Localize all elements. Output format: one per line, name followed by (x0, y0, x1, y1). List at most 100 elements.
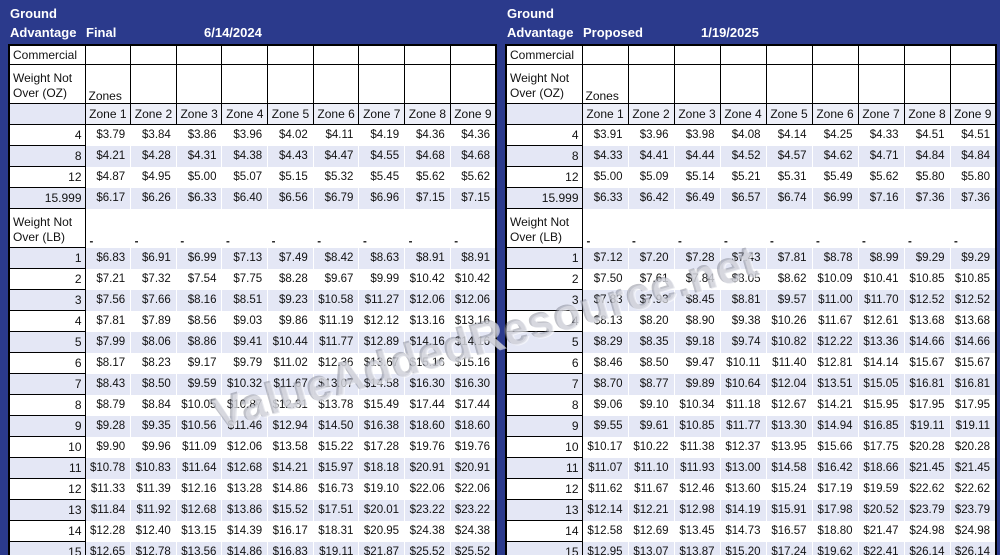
empty-cell (765, 44, 813, 65)
rate-cell: $15.67 (949, 352, 996, 374)
rate-cell: $6.83 (84, 247, 131, 269)
rate-cell: $10.05 (175, 394, 222, 416)
rate-cell: $16.38 (358, 415, 405, 437)
rate-cell: $9.35 (130, 415, 177, 437)
rate-cell: $10.85 (673, 415, 720, 437)
rate-cell: $8.05 (719, 268, 766, 290)
rate-cell: $12.89 (358, 331, 405, 353)
rate-cell: $5.49 (811, 166, 858, 188)
rate-cell: $9.29 (903, 247, 950, 269)
rate-cell: $11.33 (84, 478, 131, 500)
rate-cell: $13.95 (765, 436, 812, 458)
empty-cell (175, 64, 223, 104)
rate-cell: $7.54 (175, 268, 222, 290)
weight-lb-label: 1 (8, 247, 86, 269)
rate-cell: $6.79 (312, 187, 359, 209)
empty-cell (404, 44, 451, 65)
rate-cell: $12.98 (673, 499, 720, 521)
empty-cell (312, 64, 360, 104)
rate-cell: $4.36 (404, 124, 451, 146)
rate-cell: $8.43 (84, 373, 131, 395)
empty-cell (130, 64, 177, 104)
rate-cell: $13.51 (811, 373, 858, 395)
zone-header-row: Zone 1 Zone 2 Zone 3 Zone 4 Zone 5 Zone 6 Zone… (8, 103, 497, 125)
rate-cell: $12.16 (175, 478, 222, 500)
rate-cell: $6.99 (811, 187, 858, 209)
weight-lb-label: 10 (505, 436, 583, 458)
dash-cell: - (134, 235, 139, 248)
rate-cell: $20.95 (358, 520, 405, 542)
rate-cell: $4.14 (765, 124, 812, 146)
rate-cell: $13.00 (719, 457, 766, 479)
lb-rate-row: 2 $7.50 $7.61 $7.84 $8.05 $8.62 $10.09 $10.41 $1… (505, 268, 996, 290)
weight-lb-label: 9 (505, 415, 583, 437)
rate-cell: $4.52 (719, 145, 766, 167)
rate-cell: $14.58 (358, 373, 405, 395)
rate-cell: $10.56 (175, 415, 222, 437)
rate-cell: $9.23 (267, 289, 314, 311)
rate-cell: $3.84 (130, 124, 177, 146)
rate-cell: $11.77 (312, 331, 359, 353)
rate-cell: $7.84 (673, 268, 720, 290)
table-variant-label: Final (86, 25, 117, 40)
rate-cell: $4.62 (811, 145, 858, 167)
rate-cell: $11.38 (673, 436, 720, 458)
lb-rate-row: 7 $8.43 $8.50 $9.59 $10.32 $11.67 $13.07 $14.58… (8, 373, 496, 395)
rate-cell: $4.51 (949, 124, 996, 146)
rate-cell: $8.50 (627, 352, 674, 374)
empty-cell (449, 64, 497, 104)
rate-cell: $8.42 (312, 247, 359, 269)
rate-cell: $13.16 (449, 310, 496, 332)
empty-cell (903, 64, 951, 104)
rate-cell: $12.06 (404, 289, 451, 311)
zone-column-header: Zone 9 (449, 103, 497, 125)
dash-cell: - (89, 235, 94, 248)
weight-lb-label: 4 (505, 310, 583, 332)
rate-cell: $13.67 (358, 352, 405, 374)
zone-column-header: Zone 8 (404, 103, 451, 125)
rate-cell: $19.62 (811, 541, 858, 555)
rate-cell: $4.87 (84, 166, 131, 188)
rate-cell: $14.21 (267, 457, 314, 479)
rate-cell: $4.19 (358, 124, 405, 146)
rate-cell: $11.77 (719, 415, 766, 437)
rate-cell: $19.10 (358, 478, 405, 500)
rate-cell: $8.91 (449, 247, 496, 269)
zone-column-header: Zone 1 (84, 103, 132, 125)
lb-rate-row: 8 $8.79 $8.84 $10.05 $10.87 $12.31 $13.78 $15.4… (8, 394, 496, 416)
rate-cell: $12.68 (175, 499, 222, 521)
rate-cell: $11.18 (719, 394, 766, 416)
rate-cell: $10.85 (903, 268, 950, 290)
oz-rate-row: 12 $4.87 $4.95 $5.00 $5.07 $5.15 $5.32 $5.45 $5.… (8, 166, 496, 188)
weight-lb-label: 15 (505, 541, 583, 555)
rate-cell: $10.17 (581, 436, 628, 458)
rate-cell: $15.66 (811, 436, 858, 458)
lb-rate-row: 11 $10.78 $10.83 $11.64 $12.68 $14.21 $15.97 $1… (8, 457, 496, 479)
rate-cell: $21.45 (903, 457, 950, 479)
rate-cell: $8.46 (581, 352, 628, 374)
rate-cell: $14.66 (949, 331, 996, 353)
weight-oz-label: 8 (8, 145, 86, 167)
rate-cell: $10.22 (627, 436, 674, 458)
lb-rate-row: 11 $11.07 $11.10 $11.93 $13.00 $14.58 $16.42 $1… (505, 457, 996, 479)
rate-cell: $7.36 (949, 187, 996, 209)
zone-column-header: Zone 4 (719, 103, 767, 125)
zone-column-header: Zone 7 (857, 103, 905, 125)
rate-cell: $19.76 (449, 436, 496, 458)
weight-lb-label: 11 (505, 457, 583, 479)
rate-cell: $14.94 (811, 415, 858, 437)
empty-cell (221, 44, 269, 65)
rate-cell: $17.19 (811, 478, 858, 500)
rate-cell: $23.79 (949, 499, 996, 521)
lb-rate-row: 4 $7.81 $7.89 $8.56 $9.03 $9.86 $11.19 $12.12 $1… (8, 310, 496, 332)
rate-cell: $7.20 (627, 247, 674, 269)
empty-cell (949, 44, 997, 65)
rate-cell: $6.17 (84, 187, 131, 209)
weight-lb-label: 6 (8, 352, 86, 374)
rate-cell: $21.45 (949, 457, 996, 479)
rate-cell: $3.98 (673, 124, 720, 146)
rate-cell: $11.09 (175, 436, 222, 458)
oz-section-label: Weight Not Over (OZ) (8, 64, 86, 104)
oz-rate-row: 12 $5.00 $5.09 $5.14 $5.21 $5.31 $5.49 $5.62 $5.… (505, 166, 996, 188)
oz-rate-row: 4 $3.91 $3.96 $3.98 $4.08 $4.14 $4.25 $4.33 $4.5… (505, 124, 996, 146)
